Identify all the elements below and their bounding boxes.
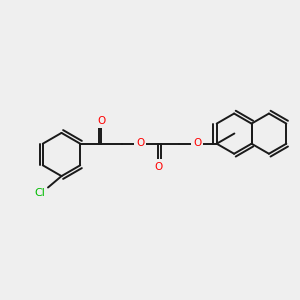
Text: O: O bbox=[136, 138, 144, 148]
Text: O: O bbox=[97, 116, 105, 126]
Text: O: O bbox=[154, 161, 162, 172]
Text: Cl: Cl bbox=[34, 188, 45, 198]
Text: O: O bbox=[193, 138, 201, 148]
